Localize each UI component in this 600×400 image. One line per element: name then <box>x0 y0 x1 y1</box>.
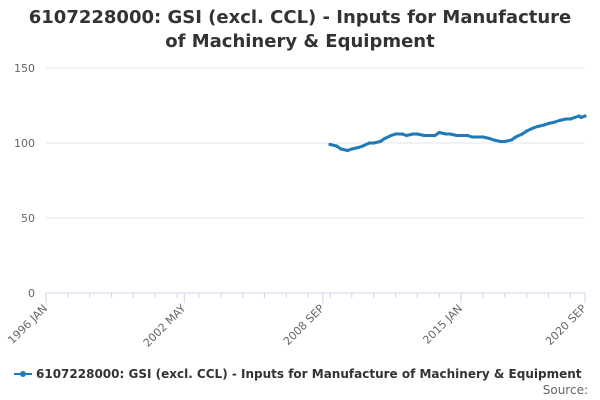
series-line[interactable] <box>328 114 587 152</box>
data-point[interactable] <box>433 133 437 138</box>
legend-item-label: 6107228000: GSI (excl. CCL) - Inputs for… <box>36 367 582 381</box>
x-tick-label: 2015 JAN <box>420 302 465 347</box>
legend[interactable]: 6107228000: GSI (excl. CCL) - Inputs for… <box>14 365 582 383</box>
data-point[interactable] <box>568 117 572 121</box>
data-point[interactable] <box>553 120 557 124</box>
grid-layer <box>46 67 585 294</box>
data-point[interactable] <box>404 133 409 138</box>
x-tick-label: 2002 MAY <box>141 302 189 350</box>
data-point[interactable] <box>367 141 371 145</box>
data-point[interactable] <box>557 118 562 123</box>
data-point[interactable] <box>444 132 448 136</box>
y-tick-label: 150 <box>14 62 35 75</box>
data-point[interactable] <box>546 121 551 126</box>
data-point[interactable] <box>415 132 420 136</box>
chart-title: 6107228000: GSI (excl. CCL) - Inputs for… <box>28 7 572 52</box>
data-point[interactable] <box>476 135 481 139</box>
data-point[interactable] <box>361 144 365 148</box>
data-point[interactable] <box>328 142 332 147</box>
series-layer <box>328 114 587 153</box>
data-point[interactable] <box>455 133 459 138</box>
data-point[interactable] <box>411 132 415 136</box>
data-point[interactable] <box>520 132 524 136</box>
data-point[interactable] <box>514 135 518 139</box>
data-point[interactable] <box>448 132 452 136</box>
data-point[interactable] <box>492 138 496 142</box>
data-point[interactable] <box>339 147 343 151</box>
data-point[interactable] <box>437 130 441 135</box>
data-point[interactable] <box>509 138 513 142</box>
legend-marker-icon <box>14 369 32 379</box>
data-point[interactable] <box>564 117 568 121</box>
data-point[interactable] <box>372 141 376 145</box>
x-tick-label: 2008 SEP <box>281 302 327 348</box>
data-point[interactable] <box>400 132 404 136</box>
data-point[interactable] <box>525 129 529 133</box>
data-point[interactable] <box>466 133 470 138</box>
data-point[interactable] <box>383 136 387 141</box>
data-point[interactable] <box>535 124 540 129</box>
data-point[interactable] <box>470 135 474 139</box>
data-point[interactable] <box>393 132 398 136</box>
data-point[interactable] <box>498 139 503 144</box>
x-tick-label: 2020 SEP <box>543 302 589 348</box>
data-point[interactable] <box>334 144 339 148</box>
data-point[interactable] <box>481 135 485 139</box>
y-tick-label: 0 <box>28 287 35 300</box>
data-point[interactable] <box>459 133 463 138</box>
data-point[interactable] <box>503 139 507 144</box>
data-point[interactable] <box>531 126 535 130</box>
data-point[interactable] <box>583 114 587 118</box>
data-point[interactable] <box>378 139 382 144</box>
data-point[interactable] <box>350 147 354 151</box>
data-point[interactable] <box>345 148 350 153</box>
data-point[interactable] <box>487 136 492 141</box>
data-point[interactable] <box>542 123 546 127</box>
y-tick-label: 50 <box>21 212 35 225</box>
data-point[interactable] <box>356 145 361 150</box>
data-point[interactable] <box>389 133 393 138</box>
axis-layer: 0 50 100 150 1996 JAN 2002 MAY 2008 SEP 2015 JA… <box>5 62 589 350</box>
data-point[interactable] <box>573 115 577 120</box>
y-tick-label: 100 <box>14 137 35 150</box>
data-point[interactable] <box>426 133 430 138</box>
data-point[interactable] <box>422 133 426 138</box>
data-point[interactable] <box>579 115 583 120</box>
x-tick-label: 1996 JAN <box>5 302 50 347</box>
source-label: Source: <box>542 383 588 397</box>
